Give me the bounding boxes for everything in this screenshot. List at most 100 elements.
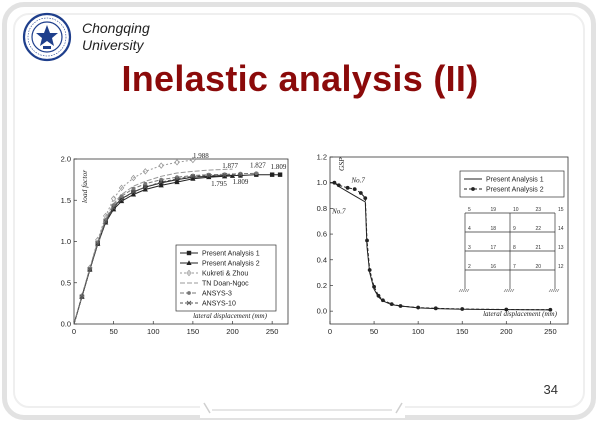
data-point [143,181,148,186]
data-point [229,173,236,178]
x-tick-label: 50 [370,327,378,336]
data-point [95,241,101,247]
data-point [363,196,368,201]
data-point [389,302,394,306]
series-1 [330,182,551,311]
inset-node-label: 10 [513,207,519,213]
legend-label: TN Doan-Ngoc [202,281,249,288]
inset-node-label: 18 [491,226,497,232]
inset-support [556,288,560,293]
x-tick-label: 0 [72,327,76,336]
x-axis-label: lateral displacement (mm) [483,310,558,318]
inset-node-label: 21 [536,245,542,251]
legend-label: Present Analysis 2 [202,261,260,268]
data-point [190,156,196,164]
series-line [330,182,551,311]
inset-node-label: 23 [536,207,542,213]
data-point [143,184,148,190]
inset-support [554,288,558,293]
frame-inset-diagram: 5 19 10 23 15 4 18 9 22 14 3 17 8 21 13 2 16 7 20 12 [458,207,564,293]
inset-node-label: 16 [491,264,497,270]
data-point [206,174,212,180]
y-tick-label: 1.2 [317,153,327,162]
inset-node-label: 17 [491,245,497,251]
data-point [416,305,421,310]
data-point [118,184,125,192]
inset-support [552,288,556,293]
y-tick-label: 0.8 [317,204,327,213]
series-6 [73,172,243,325]
y-tick-label: 0.0 [317,307,327,316]
data-point [433,306,438,311]
y-tick-label: 1.0 [61,237,71,246]
x-tick-label: 200 [500,327,513,336]
legend-label: Present Analysis 1 [486,177,544,184]
data-point [358,191,363,195]
legend-label: ANSYS-10 [202,301,236,308]
x-tick-label: 150 [187,327,200,336]
y-tick-label: 0.2 [317,281,327,290]
data-point [131,186,136,191]
inset-support [466,288,470,293]
y-tick-label: 0.6 [317,230,327,239]
series-2 [330,180,553,312]
data-point [119,197,124,202]
data-point [158,179,164,185]
annotation: 1.795 [211,180,227,188]
inset-support [511,288,515,293]
x-tick-label: 200 [226,327,239,336]
data-point [372,284,376,289]
series-line [73,172,257,325]
annotation: No.7 [350,177,365,185]
data-point [352,187,357,192]
university-name: Chongqing University [82,20,150,54]
inset-node-label: 20 [536,264,542,270]
legend-marker [186,250,192,256]
inset-node-label: 9 [513,226,516,232]
data-point [158,182,164,188]
inset-node-label: 7 [513,264,516,270]
data-point [380,298,385,303]
legend-label: Present Analysis 2 [486,187,544,194]
data-point [131,189,136,195]
inset-node-label: 19 [491,207,497,213]
data-point [504,307,509,312]
data-point [118,198,125,204]
data-point [238,172,243,178]
data-point [269,172,275,177]
inset-support [505,288,509,293]
inset-node-label: 12 [558,264,564,270]
data-point [174,179,180,185]
page-number: 34 [543,382,558,397]
inset-support [507,288,511,293]
annotation: 1.827 [250,161,266,169]
data-point [277,172,283,177]
legend-marker [186,260,192,265]
data-point [376,293,381,298]
inset-support [550,288,554,293]
data-point [142,168,149,175]
legend-box [175,244,277,312]
data-point [174,176,180,182]
x-tick-label: 50 [109,327,117,336]
annotation: 1.809 [271,163,287,171]
legend: Present Analysis 1 Present Analysis 2 [459,170,565,198]
data-point [254,171,259,176]
data-point [130,174,137,182]
data-point [142,186,148,192]
slide-header: Chongqing University [22,12,150,62]
annotation: 1.988 [193,152,209,160]
legend-marker [471,187,475,191]
data-point [130,191,137,197]
inset-support [548,288,552,293]
data-point [110,195,117,202]
data-point [174,159,180,166]
y-tick-label: 2.0 [61,155,71,164]
data-point [190,176,196,181]
data-point [190,174,196,179]
inset-node-label: 8 [513,245,516,251]
annotation: No.7 [331,208,346,216]
inset-support [464,288,468,293]
legend-box [459,170,565,198]
inset-support [458,288,462,293]
